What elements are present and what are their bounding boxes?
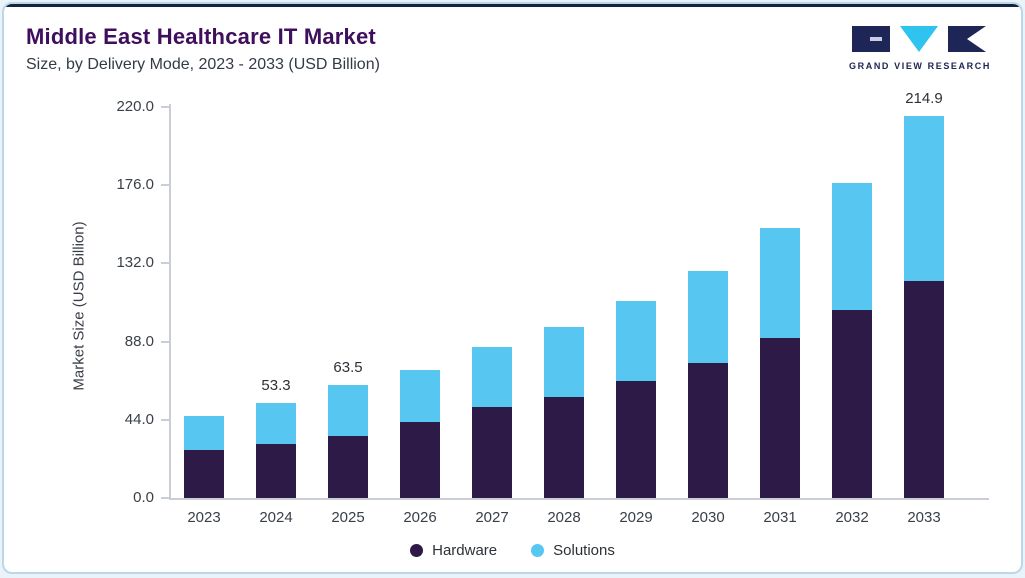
bar-hardware-2030 [688,362,728,498]
x-tick-label-2028: 2028 [547,509,581,526]
bar-hardware-2027 [472,407,512,498]
bar-hardware-2023 [184,450,224,498]
bar-solutions-2025 [328,385,368,436]
x-tick-label-2027: 2027 [475,509,509,526]
page-title: Middle East Healthcare IT Market [26,24,376,49]
brand-logo: GRAND VIEW RESEARCH [845,24,995,71]
bar-total-label-2025: 63.5 [333,359,363,377]
bar-solutions-2024 [256,403,296,444]
bar-solutions-2023 [184,416,224,450]
bar-solutions-2030 [688,270,728,363]
y-axis-line [169,104,171,500]
y-tick-label: 132.0 [116,254,154,272]
bar-solutions-2031 [760,227,800,339]
bar-solutions-2026 [400,370,440,422]
bar-hardware-2026 [400,421,440,498]
y-tick-mark [161,262,169,265]
legend-item-solutions: Solutions [531,542,615,559]
x-tick-label-2024: 2024 [259,509,293,526]
legend-swatch-hardware-icon [410,544,424,557]
x-tick-label-2031: 2031 [763,509,797,526]
brand-logo-icon [852,26,986,52]
header: Middle East Healthcare IT Market Size, b… [26,24,995,74]
x-tick-label-2030: 2030 [691,509,725,526]
bar-hardware-2031 [760,338,800,498]
x-axis-line [169,498,989,500]
bar-hardware-2033 [904,281,944,498]
y-tick-mark [161,497,169,499]
legend-label-hardware: Hardware [432,542,498,559]
x-tick-label-2025: 2025 [331,509,365,526]
x-tick-label-2023: 2023 [187,509,221,526]
y-axis-title: Market Size (USD Billion) [70,221,88,391]
legend-swatch-solutions-icon [531,544,545,557]
y-tick-mark [161,340,169,343]
y-tick-label: 0.0 [133,489,154,506]
y-tick-label: 44.0 [124,410,154,428]
bar-hardware-2032 [832,309,872,498]
y-tick-label: 220.0 [116,98,154,115]
title-block: Middle East Healthcare IT Market Size, b… [26,24,380,74]
x-tick-label-2029: 2029 [619,509,653,526]
bar-total-label-2024: 53.3 [261,377,291,395]
bar-hardware-2024 [256,443,296,498]
brand-logo-text: GRAND VIEW RESEARCH [849,61,991,71]
bar-hardware-2028 [544,396,584,498]
top-accent-line [4,4,1021,7]
x-tick-label-2026: 2026 [403,509,437,526]
page-subtitle: Size, by Delivery Mode, 2023 - 2033 (USD… [26,56,380,73]
y-tick-label: 176.0 [116,176,154,194]
bar-solutions-2029 [616,300,656,381]
y-tick-mark [161,184,169,187]
legend: Hardware Solutions [4,542,1021,559]
bar-solutions-2027 [472,346,512,408]
bar-total-label-2033: 214.9 [905,90,943,108]
bar-hardware-2029 [616,380,656,498]
y-tick-mark [161,418,169,421]
bar-solutions-2032 [832,183,872,310]
legend-item-hardware: Hardware [410,542,497,559]
x-tick-label-2032: 2032 [835,509,869,526]
chart-plot-area: Market Size (USD Billion) 0.0 44.0 88.0 132… [4,4,1021,572]
bar-solutions-2033 [904,116,944,282]
legend-label-solutions: Solutions [553,542,615,559]
bar-hardware-2025 [328,435,368,498]
bar-solutions-2028 [544,327,584,397]
x-tick-label-2033: 2033 [907,509,941,526]
y-tick-label: 88.0 [124,332,154,350]
y-tick-mark [161,106,169,108]
